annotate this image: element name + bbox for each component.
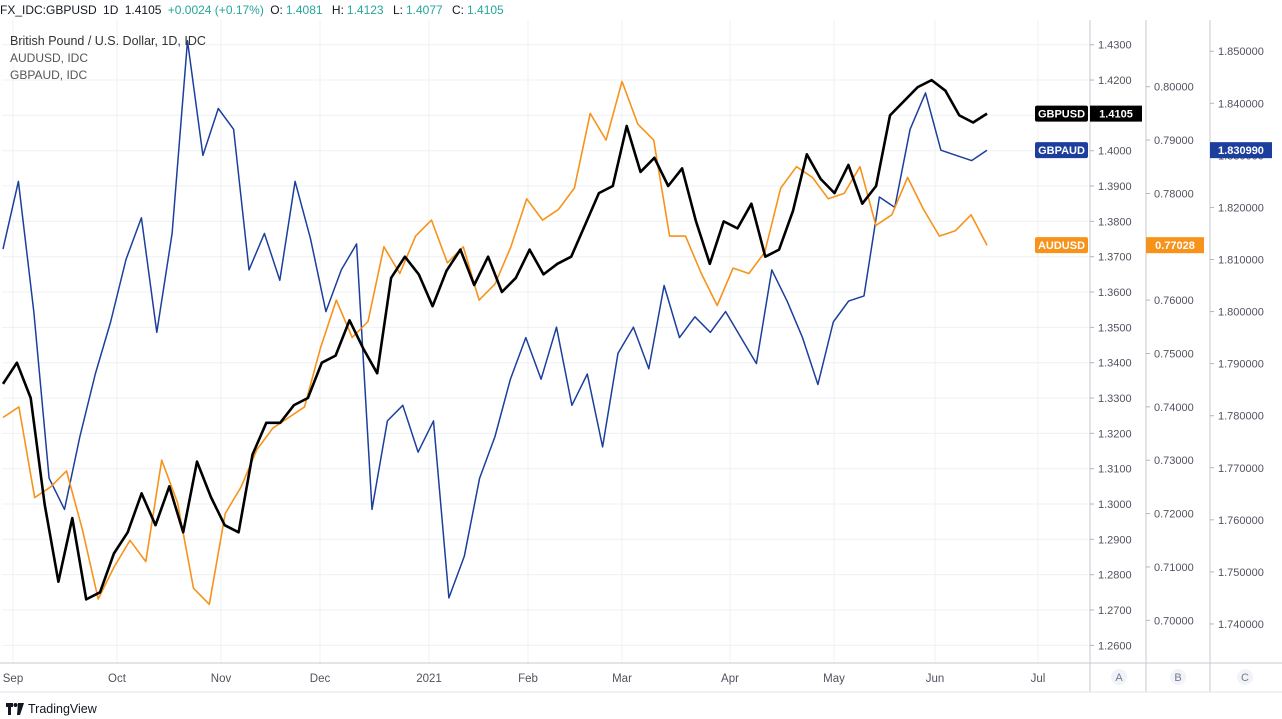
series-name-tag-gbpaud: [1035, 142, 1088, 159]
axis-c-tick-label: 1.790000: [1218, 359, 1264, 371]
close-value: 1.4105: [467, 3, 504, 17]
axis-a-tick-label: 1.3500: [1098, 322, 1132, 334]
axis-letter-label[interactable]: A: [1115, 672, 1123, 684]
chart-canvas[interactable]: 1.2600 1.2700 1.2800 1.2900 1.3000 1.3100 1.32…: [0, 20, 1282, 700]
axis-c-tick-label: 1.850000: [1218, 46, 1264, 58]
time-axis-label: Dec: [310, 673, 331, 685]
time-axis-label: Nov: [211, 673, 232, 685]
time-axis-label: May: [823, 673, 845, 685]
chart-legend: British Pound / U.S. Dollar, 1D, IDC AUD…: [10, 33, 206, 84]
legend-gbpaud[interactable]: GBPAUD, IDC: [10, 68, 88, 82]
low-label: L:: [392, 3, 403, 17]
axis-a-tick-label: 1.3600: [1098, 287, 1132, 299]
series-name-label-gbpaud: GBPAUD: [1038, 145, 1085, 157]
axis-a-tick-label: 1.3300: [1098, 393, 1132, 405]
axis-c-tick-label: 1.840000: [1218, 98, 1264, 110]
axis-b-tick-label: 0.79000: [1154, 135, 1194, 147]
last-value-label-gbpusd: 1.4105: [1099, 109, 1133, 121]
open-label: O:: [270, 3, 283, 17]
axis-letter-badge[interactable]: [1237, 669, 1253, 685]
last-price: 1.4105: [124, 3, 162, 17]
axis-b-tick-label: 0.72000: [1154, 509, 1194, 521]
axis-c-tick-label: 1.780000: [1218, 411, 1264, 423]
axis-a-tick-label: 1.4200: [1098, 75, 1132, 87]
axis-a-tick-label: 1.2600: [1098, 640, 1132, 652]
axis-a-tick-label: 1.3700: [1098, 252, 1132, 264]
axis-c-tick-label: 1.820000: [1218, 202, 1264, 214]
axis-a-tick-label: 1.3900: [1098, 181, 1132, 193]
tradingview-logo[interactable]: TradingView: [6, 702, 97, 716]
axis-b-tick-label: 0.71000: [1154, 562, 1194, 574]
series-name-tag-gbpusd: [1035, 105, 1088, 122]
series-name-label-gbpusd: GBPUSD: [1038, 109, 1085, 121]
axis-c-tick-label: 1.750000: [1218, 567, 1264, 579]
last-value-label-gbpaud: 1.830990: [1218, 145, 1264, 157]
axis-b-tick-label: 0.74000: [1154, 402, 1194, 414]
last-value-tag-gbpaud: [1210, 142, 1272, 159]
symbol-name[interactable]: FX_IDC:GBPUSD: [0, 3, 97, 17]
axis-b-tick-label: 0.75000: [1154, 349, 1194, 361]
time-axis-label: Feb: [518, 673, 538, 685]
axis-a-tick-label: 1.3800: [1098, 216, 1132, 228]
series-line-gbpaud[interactable]: [2, 40, 988, 599]
axis-a-tick-label: 1.3400: [1098, 358, 1132, 370]
axis-a-tick-label: 1.2900: [1098, 534, 1132, 546]
axis-a-tick-label: 1.3000: [1098, 499, 1132, 511]
time-axis-label: Oct: [108, 673, 127, 685]
legend-main-series[interactable]: British Pound / U.S. Dollar, 1D, IDC: [10, 34, 206, 48]
last-value-label-audusd: 0.77028: [1155, 240, 1195, 252]
series-name-label-audusd: AUDUSD: [1038, 240, 1085, 252]
axis-c-tick-label: 1.760000: [1218, 515, 1264, 527]
axis-letter-badge[interactable]: [1170, 669, 1186, 685]
high-label: H:: [331, 3, 344, 17]
axis-a-tick-label: 1.2700: [1098, 605, 1132, 617]
time-axis-label: Jun: [926, 673, 945, 685]
axis-b-tick-label: 0.73000: [1154, 455, 1194, 467]
axis-b-tick-label: 0.76000: [1154, 295, 1194, 307]
axis-a-tick-label: 1.3100: [1098, 464, 1132, 476]
series-name-tag-audusd: [1035, 237, 1088, 254]
price-scale-area[interactable]: [1090, 20, 1282, 700]
symbol-header: FX_IDC:GBPUSD 1D 1.4105 +0.0024 (+0.17%)…: [0, 0, 1282, 20]
axis-b-tick-label: 0.80000: [1154, 82, 1194, 94]
axis-c-tick-label: 1.810000: [1218, 254, 1264, 266]
axis-a-tick-label: 1.4300: [1098, 40, 1132, 52]
axis-letter-badge[interactable]: [1111, 669, 1127, 685]
axis-c-tick-label: 1.800000: [1218, 307, 1264, 319]
time-axis-label: Apr: [721, 673, 739, 685]
axis-b-tick-label: 0.70000: [1154, 615, 1194, 627]
legend-audusd[interactable]: AUDUSD, IDC: [10, 51, 89, 65]
series-line-audusd[interactable]: [2, 80, 988, 606]
axis-c-tick-label: 1.740000: [1218, 619, 1264, 631]
time-axis-label: Jul: [1031, 673, 1046, 685]
time-axis-label: 2021: [416, 673, 442, 685]
series-line-gbpusd[interactable]: [1, 78, 988, 601]
last-value-tag-audusd: [1146, 237, 1204, 254]
axis-c-tick-label: 1.770000: [1218, 463, 1264, 475]
last-value-tag-gbpusd: [1090, 105, 1142, 122]
close-label: C:: [452, 3, 465, 17]
price-change: +0.0024 (+0.17%): [167, 3, 264, 17]
footer: TradingView: [0, 700, 1282, 719]
axis-letter-label[interactable]: C: [1241, 672, 1249, 684]
brand-name: TradingView: [28, 702, 97, 716]
high-value: 1.4123: [346, 3, 384, 17]
open-value: 1.4081: [285, 3, 323, 17]
axis-b-tick-label: 0.78000: [1154, 188, 1194, 200]
time-axis-label: Mar: [612, 673, 632, 685]
interval[interactable]: 1D: [103, 3, 119, 17]
axis-a-tick-label: 1.4000: [1098, 146, 1132, 158]
time-axis-label: Sep: [3, 673, 23, 685]
axis-a-tick-label: 1.2800: [1098, 570, 1132, 582]
axis-letter-label[interactable]: B: [1174, 672, 1181, 684]
low-value: 1.4077: [405, 3, 443, 17]
axis-a-tick-label: 1.3200: [1098, 428, 1132, 440]
tradingview-logo-icon: [6, 703, 24, 715]
